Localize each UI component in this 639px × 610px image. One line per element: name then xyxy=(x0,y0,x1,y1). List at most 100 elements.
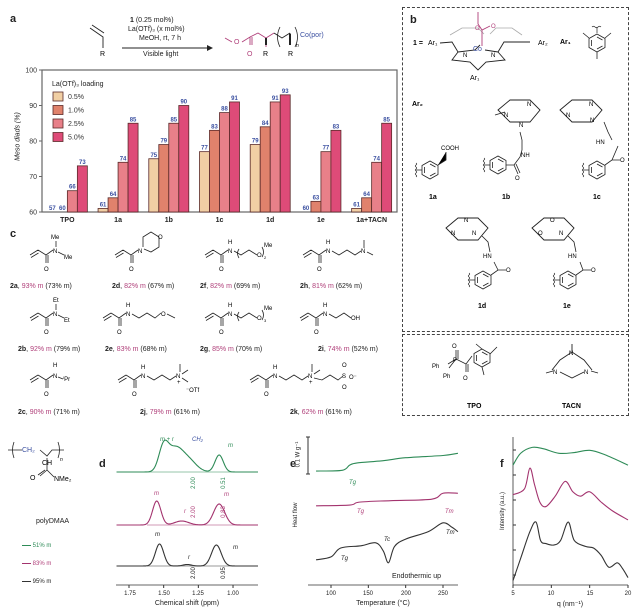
tpo-ph-1: Ph xyxy=(432,364,439,370)
polymer-product: O O R R n xyxy=(224,26,299,58)
x-tick-label-1c: 1c xyxy=(216,217,224,224)
tpo-p: P xyxy=(453,358,457,364)
structure-1c: HN O N N N 1c xyxy=(559,99,625,201)
monomer-isotacticity: 82% m xyxy=(124,283,146,290)
2k-so-2: O xyxy=(342,385,347,391)
bar-label-1a+TACN-5.0%: 85 xyxy=(383,117,390,123)
legend-51m-text: 51% m xyxy=(32,543,52,549)
reaction-arrow xyxy=(122,45,213,51)
bar-label-1d-2.5%: 91 xyxy=(272,96,279,102)
monomer-alkene: R xyxy=(89,24,105,58)
product-n: n xyxy=(296,43,299,49)
label-1c: 1c xyxy=(593,194,601,201)
2f-n: N xyxy=(228,249,232,255)
2b-et-1: Et xyxy=(53,298,59,304)
2c-o: O xyxy=(44,392,49,398)
2k-o: O xyxy=(264,392,269,398)
bar-label-TPO-5.0%: 73 xyxy=(79,160,86,166)
e-ylabel: Heat flow xyxy=(293,502,299,528)
monomer-label-2e: 2e, 83% m (68% m) xyxy=(105,346,167,353)
bar-1a+TACN-5.0% xyxy=(381,122,393,213)
monomer-isotacticity: 82% m xyxy=(210,283,232,290)
2k-o-minus: O⁻ xyxy=(349,375,357,381)
legend-label-5.0%: 5.0% xyxy=(68,135,84,142)
2g-h: H xyxy=(228,303,232,309)
y-tick-label: 100 xyxy=(25,68,37,75)
bar-1d-5.0% xyxy=(279,94,291,213)
legend-51m: 51% m xyxy=(22,543,51,549)
2e-o: O xyxy=(117,330,122,336)
nmr-trace-95% m xyxy=(116,543,258,567)
monomer-2b: N Et Et O xyxy=(29,298,70,336)
2g-o: O xyxy=(219,330,224,336)
polydmaa-structure: CH₂ CH O NMe₂ n xyxy=(8,441,72,483)
1d-n-3: N xyxy=(472,231,476,237)
tacn-n-3: N xyxy=(584,370,588,376)
monomer-id: 2e xyxy=(105,346,113,353)
1d-o: O xyxy=(506,268,511,274)
2j-plus: + xyxy=(177,380,181,386)
saxs-curves xyxy=(512,446,629,588)
monomer-2i: N H OH O xyxy=(299,303,360,336)
d-ann-blk-r: r xyxy=(188,555,190,561)
porphyrin-n-1: N xyxy=(463,53,467,59)
structure-tacn: N N N TACN xyxy=(545,344,599,410)
bar-label-1e-0.5%: 60 xyxy=(303,206,310,212)
monomer-label-2g: 2g, 85% m (70% m) xyxy=(200,346,263,353)
e-mag-tg: Tg xyxy=(357,509,365,515)
bar-label-TPO-1.0%: 60 xyxy=(59,206,66,212)
d-ann-green-m: m xyxy=(228,443,233,449)
e-scale-bar-label: 0.1 W g⁻¹ xyxy=(295,441,302,468)
2h-o: O xyxy=(317,267,322,273)
d-int-mag-2: 0.83 xyxy=(221,506,227,518)
product-r2: R xyxy=(288,51,293,58)
1c-n-2: N xyxy=(589,102,593,108)
monomer-label-2f: 2f, 82% m (69% m) xyxy=(200,283,261,290)
bar-label-1d-1.0%: 84 xyxy=(262,121,269,127)
porphyrin-n-2: N xyxy=(491,53,495,59)
monomer-id: 2j xyxy=(140,409,146,416)
monomer-reference-isotacticity: (69% m) xyxy=(231,283,261,290)
monomer-reference-isotacticity: (71% m) xyxy=(51,409,80,416)
f-xtick-10: 10 xyxy=(547,591,555,597)
legend-95m-text: 95% m xyxy=(32,579,52,585)
monomer-label-2k: 2k, 62% m (61% m) xyxy=(290,409,352,416)
monomer-isotacticity: 93% m xyxy=(21,283,44,290)
dsc-trace-83% m xyxy=(316,492,458,507)
nmr-trace-51% m xyxy=(116,439,258,473)
label-tpo: TPO xyxy=(467,403,482,410)
d-int-blk-2: 0.95 xyxy=(221,567,227,579)
monomer-isotacticity: 92% m xyxy=(30,346,52,353)
2i-o: O xyxy=(314,330,319,336)
monomer-r: R xyxy=(100,51,105,58)
monomer-label-2a: 2a, 93% m (73% m) xyxy=(10,283,72,290)
1b-n-3: N xyxy=(519,123,523,129)
d-int-green-2: 0.51 xyxy=(221,477,227,489)
x-tick-label-1a+TACN: 1a+TACN xyxy=(356,217,387,224)
bar-1e-5.0% xyxy=(330,129,342,213)
bar-label-1a-5.0%: 85 xyxy=(130,117,137,123)
panel-label-b: b xyxy=(410,14,417,26)
catalyst-number: 1 xyxy=(130,17,134,24)
bar-label-1c-1.0%: 83 xyxy=(211,124,218,130)
e-green-tg: Tg xyxy=(349,480,357,486)
d-int-mag-1: 2.00 xyxy=(191,506,197,518)
e-xlabel: Temperature (°C) xyxy=(356,600,410,607)
panel-label-a: a xyxy=(10,13,17,25)
monomer-2j: N H N + ⁻OTf O xyxy=(117,364,199,398)
tacn-n-1: N xyxy=(553,370,557,376)
nmr-spectra xyxy=(116,439,258,588)
bar-label-1c-5.0%: 91 xyxy=(231,96,238,102)
panel-label-f: f xyxy=(500,458,504,470)
d-xtick-1.00: 1.00 xyxy=(227,591,239,597)
monomer-reference-isotacticity: (52% m) xyxy=(349,346,378,353)
label-1e: 1e xyxy=(563,303,571,310)
2i-n: N xyxy=(323,312,327,318)
legend-label-1.0%: 1.0% xyxy=(68,108,84,115)
monomer-2d: N O O xyxy=(114,231,163,273)
1e-n: N xyxy=(559,231,563,237)
legend-83m: 83% m xyxy=(22,561,51,567)
structure-1b: NH O N N N 1b xyxy=(482,99,541,201)
